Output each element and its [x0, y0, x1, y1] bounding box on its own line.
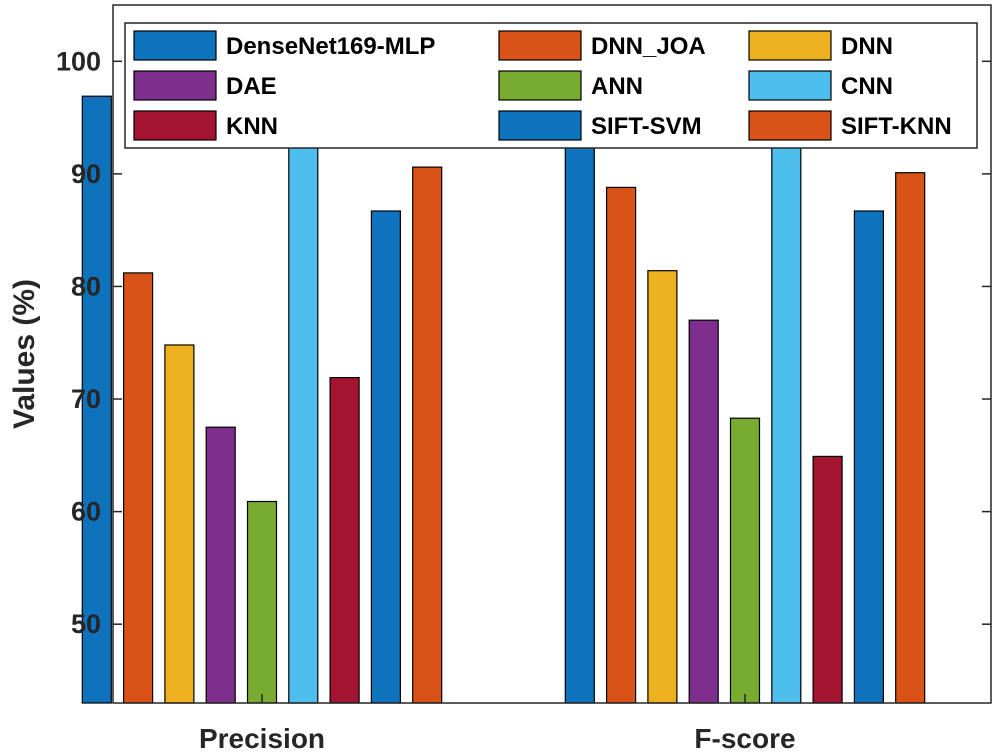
plot-frame: [112, 4, 992, 704]
bar-knn-f-score: [812, 455, 843, 704]
bar-ann-precision: [246, 500, 278, 704]
bar-dae-precision: [205, 426, 236, 704]
legend-swatch: [748, 110, 832, 141]
y-tick-label: 80: [71, 271, 101, 301]
bar-dnn-f-score: [647, 270, 678, 704]
bar-knn-precision: [329, 377, 360, 704]
y-axis-ticks: 50 60 70 80 90 100: [56, 46, 991, 639]
y-tick-label: 50: [71, 609, 101, 639]
bar-sift-svm-precision: [370, 210, 401, 704]
legend-swatch: [498, 30, 582, 61]
bar-dnn-precision: [164, 344, 195, 704]
legend-swatch: [498, 70, 582, 101]
bar-cnn-precision: [288, 128, 319, 704]
legend-label: DenseNet169-MLP: [226, 33, 435, 60]
bars-group: [81, 95, 926, 704]
bar-dnn-joa-f-score: [605, 186, 637, 704]
y-axis-title: Values (%): [8, 279, 41, 429]
x-category-label: F-score: [694, 723, 795, 754]
legend-swatch: [133, 30, 217, 61]
x-category-label: Precision: [199, 723, 325, 754]
bar-cnn-f-score: [771, 128, 802, 704]
legend-swatch: [748, 70, 832, 101]
bar-dnn-joa-precision: [122, 272, 154, 704]
legend-label: SIFT-KNN: [841, 113, 952, 140]
legend-label: DNN_JOA: [591, 33, 706, 60]
bar-sift-knn-precision: [412, 166, 443, 704]
legend-swatch: [498, 110, 582, 141]
y-tick-label: 90: [71, 159, 101, 189]
legend-label: KNN: [226, 113, 278, 140]
bar-densenet169-mlp-f-score: [564, 100, 595, 704]
bar-densenet169-mlp-precision: [81, 95, 112, 704]
legend: DenseNet169-MLP DNN_JOA DNN DAE ANN CNN KNN SIF…: [124, 22, 978, 149]
legend-label: DNN: [841, 33, 893, 60]
legend-label: SIFT-SVM: [591, 113, 702, 140]
y-tick-label: 100: [56, 46, 101, 76]
bar-sift-svm-f-score: [853, 210, 885, 704]
x-axis-labels: Precision F-score: [199, 694, 796, 754]
legend-label: CNN: [841, 73, 893, 100]
legend-swatch: [748, 30, 832, 61]
legend-swatch: [133, 110, 217, 141]
bar-dae-f-score: [688, 319, 719, 704]
legend-label: ANN: [591, 73, 643, 100]
bar-ann-f-score: [729, 417, 761, 704]
y-tick-label: 60: [71, 497, 101, 527]
bar-sift-knn-f-score: [895, 172, 926, 704]
legend-label: DAE: [226, 73, 277, 100]
legend-swatch: [133, 70, 217, 101]
y-tick-label: 70: [71, 384, 101, 414]
